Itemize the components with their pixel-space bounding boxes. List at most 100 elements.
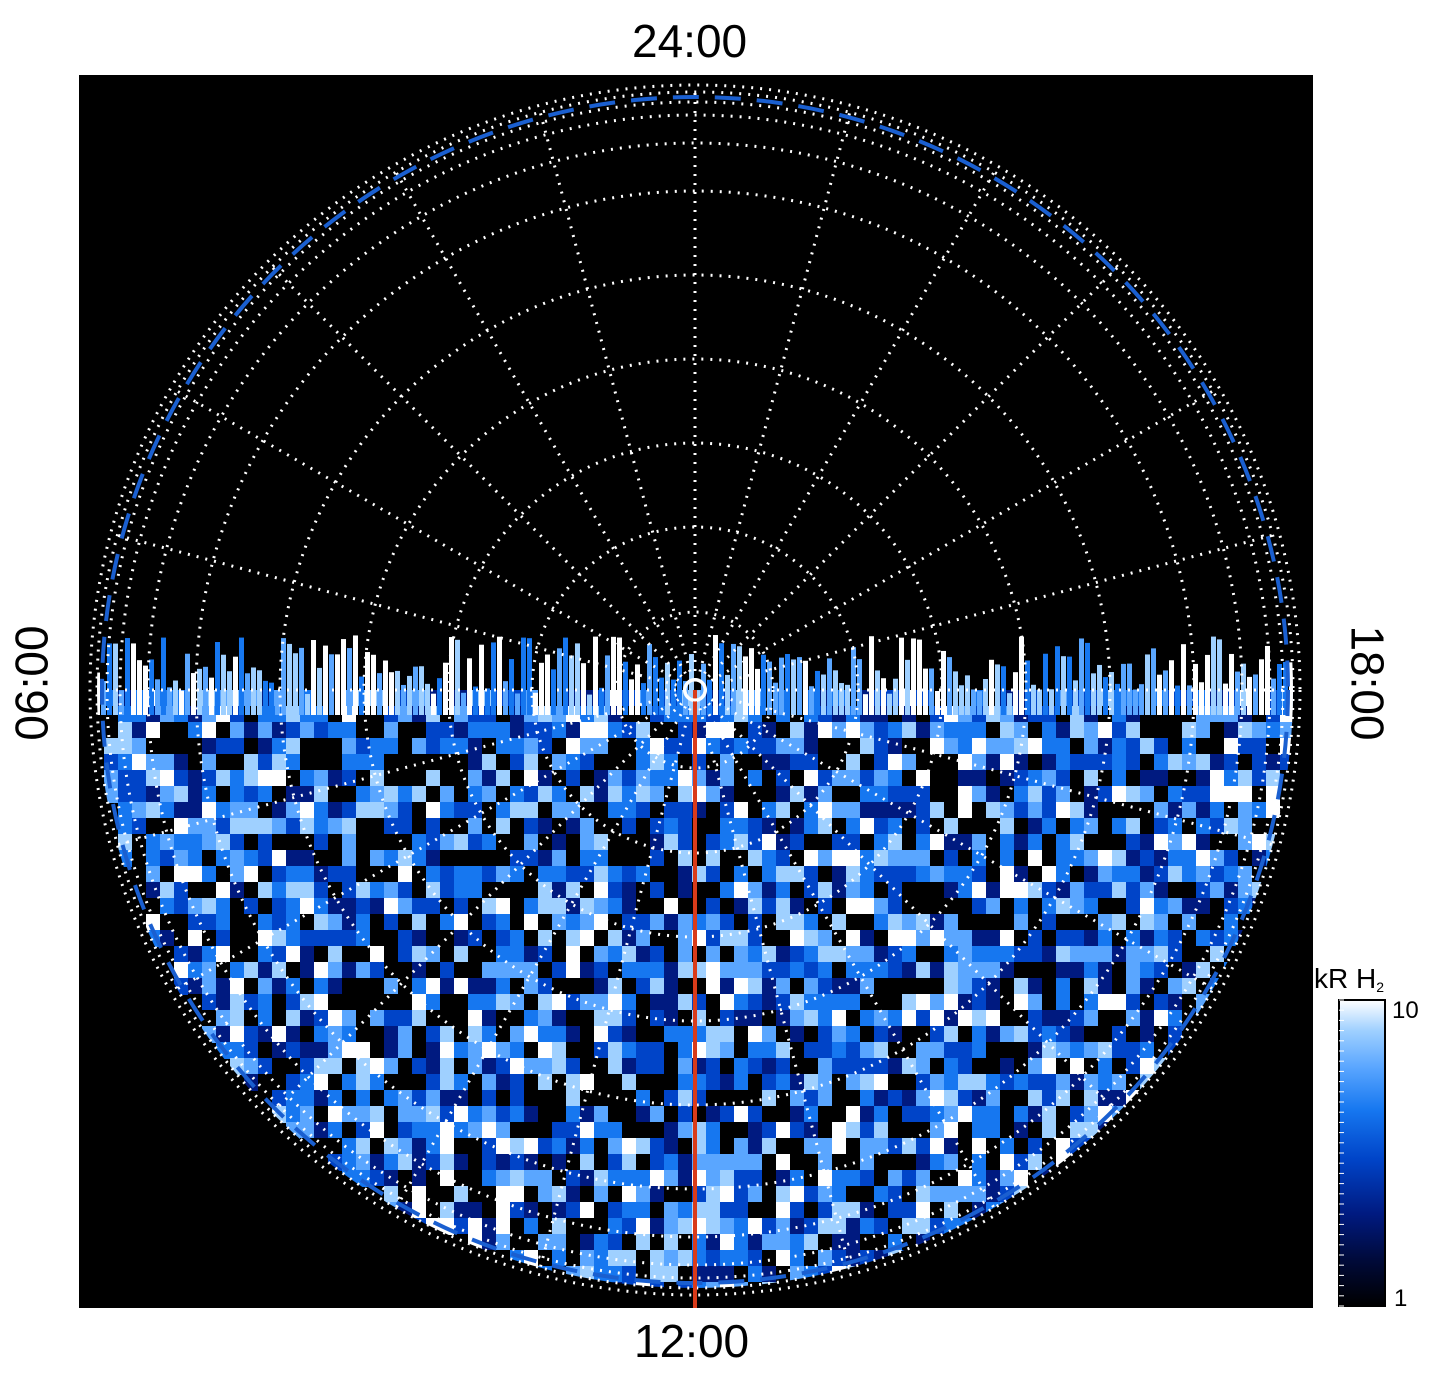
emission-cell	[874, 994, 889, 1011]
emission-cell	[566, 866, 581, 883]
emission-cell	[832, 834, 847, 851]
emission-cell	[440, 850, 455, 867]
emission-cell	[230, 754, 245, 771]
emission-cell	[972, 930, 987, 947]
emission-cell	[706, 1090, 721, 1107]
emission-cell	[398, 1138, 413, 1155]
emission-spike	[137, 660, 142, 715]
emission-cell	[720, 1202, 735, 1219]
emission-cell	[566, 1122, 581, 1139]
emission-cell	[678, 1010, 693, 1027]
emission-cell	[594, 1026, 609, 1043]
emission-cell	[706, 1106, 721, 1123]
emission-cell	[832, 1202, 847, 1219]
emission-cell	[622, 1042, 637, 1059]
emission-cell	[804, 1186, 819, 1203]
emission-cell	[524, 1058, 539, 1075]
emission-cell	[874, 978, 889, 995]
emission-cell	[1168, 850, 1183, 867]
emission-cell	[664, 1186, 679, 1203]
emission-cell	[762, 1106, 777, 1123]
emission-cell	[580, 882, 595, 899]
emission-spike	[947, 657, 952, 715]
emission-cell	[328, 1074, 343, 1091]
emission-cell	[286, 866, 301, 883]
emission-cell	[188, 914, 203, 931]
emission-cell	[818, 834, 833, 851]
emission-cell	[678, 1202, 693, 1219]
emission-cell	[286, 978, 301, 995]
emission-cell	[762, 1074, 777, 1091]
emission-cell	[818, 786, 833, 803]
emission-cell	[622, 978, 637, 995]
emission-cell	[566, 1170, 581, 1187]
emission-spike	[443, 662, 448, 715]
emission-cell	[1168, 994, 1183, 1011]
emission-cell	[1014, 930, 1029, 947]
emission-cell	[202, 898, 217, 915]
emission-cell	[1210, 738, 1225, 755]
emission-spike	[401, 684, 406, 715]
emission-cell	[790, 1170, 805, 1187]
emission-cell	[804, 1138, 819, 1155]
emission-cell	[902, 1026, 917, 1043]
emission-cell	[874, 722, 889, 739]
emission-cell	[1210, 722, 1225, 739]
emission-spike	[905, 659, 910, 715]
emission-cell	[412, 1138, 427, 1155]
emission-cell	[552, 1170, 567, 1187]
emission-cell	[510, 962, 525, 979]
emission-cell	[846, 1138, 861, 1155]
emission-cell	[426, 962, 441, 979]
emission-cell	[1070, 1026, 1085, 1043]
emission-cell	[1112, 770, 1127, 787]
emission-cell	[566, 1234, 581, 1251]
emission-cell	[244, 802, 259, 819]
local-time-label-top: 24:00	[632, 15, 748, 67]
emission-cell	[258, 1074, 273, 1091]
emission-cell	[1000, 930, 1015, 947]
emission-cell	[790, 1090, 805, 1107]
emission-cell	[412, 1106, 427, 1123]
emission-cell	[1098, 850, 1113, 867]
emission-cell	[566, 802, 581, 819]
emission-cell	[944, 786, 959, 803]
emission-cell	[608, 1122, 623, 1139]
emission-cell	[454, 738, 469, 755]
emission-cell	[580, 850, 595, 867]
emission-cell	[748, 754, 763, 771]
emission-cell	[342, 850, 357, 867]
emission-cell	[902, 898, 917, 915]
emission-cell	[804, 1202, 819, 1219]
emission-cell	[468, 834, 483, 851]
emission-cell	[1014, 962, 1029, 979]
emission-cell	[468, 802, 483, 819]
emission-cell	[1014, 786, 1029, 803]
emission-cell	[762, 834, 777, 851]
emission-cell	[650, 786, 665, 803]
emission-spike	[539, 662, 544, 715]
emission-cell	[720, 898, 735, 915]
emission-cell	[916, 994, 931, 1011]
emission-cell	[986, 722, 1001, 739]
emission-cell	[342, 930, 357, 947]
emission-cell	[496, 1234, 511, 1251]
emission-cell	[272, 834, 287, 851]
emission-cell	[776, 1090, 791, 1107]
emission-spike	[1277, 663, 1282, 715]
emission-cell	[230, 738, 245, 755]
emission-cell	[370, 1074, 385, 1091]
emission-cell	[496, 1090, 511, 1107]
emission-cell	[1210, 866, 1225, 883]
emission-cell	[272, 770, 287, 787]
emission-cell	[580, 994, 595, 1011]
emission-cell	[398, 1154, 413, 1171]
emission-cell	[258, 1010, 273, 1027]
emission-cell	[1098, 914, 1113, 931]
emission-cell	[804, 754, 819, 771]
emission-cell	[104, 722, 119, 739]
emission-cell	[860, 786, 875, 803]
emission-cell	[860, 1218, 875, 1235]
emission-cell	[1238, 786, 1253, 803]
emission-cell	[636, 1042, 651, 1059]
